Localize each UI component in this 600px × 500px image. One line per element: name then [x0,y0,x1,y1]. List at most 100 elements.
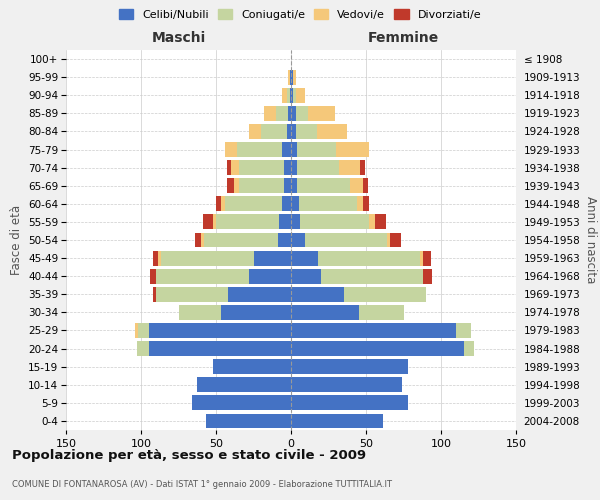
Bar [156,269,249,283]
Bar [153,250,157,266]
Bar [291,196,299,211]
Bar [343,287,426,302]
Text: Maschi: Maschi [151,30,206,44]
Bar [287,88,290,102]
Bar [288,70,290,84]
Bar [228,287,291,302]
Bar [249,269,291,283]
Bar [293,88,296,102]
Legend: Celibi/Nubili, Coniugati/e, Vedovi/e, Divorziati/e: Celibi/Nubili, Coniugati/e, Vedovi/e, Di… [116,6,484,23]
Bar [264,106,276,121]
Bar [284,178,291,193]
Bar [291,70,293,84]
Bar [363,178,367,193]
Bar [375,214,386,230]
Bar [360,160,365,175]
Text: COMUNE DI FONTANAROSA (AV) - Dati ISTAT 1° gennaio 2009 - Elaborazione TUTTITALI: COMUNE DI FONTANAROSA (AV) - Dati ISTAT … [12,480,392,489]
Bar [137,341,149,356]
Text: Popolazione per età, sesso e stato civile - 2009: Popolazione per età, sesso e stato civil… [12,450,366,462]
Bar [387,232,390,248]
Bar [321,269,423,283]
Bar [225,196,282,211]
Bar [192,396,291,410]
Bar [197,378,291,392]
Bar [156,287,228,302]
Bar [282,142,291,157]
Bar [291,323,456,338]
Bar [205,414,291,428]
Bar [239,160,284,175]
Bar [221,196,225,211]
Bar [291,160,297,175]
Bar [287,124,291,139]
Bar [291,250,318,266]
Bar [297,160,339,175]
Bar [216,196,221,211]
Bar [234,178,239,193]
Bar [201,232,204,248]
Bar [359,305,404,320]
Bar [276,106,288,121]
Bar [291,106,296,121]
Bar [293,70,296,84]
Bar [296,106,308,121]
Bar [363,196,369,211]
Bar [291,305,359,320]
Bar [213,214,216,230]
Bar [153,287,156,302]
Bar [464,341,474,356]
Bar [456,323,471,338]
Bar [288,106,291,121]
Bar [216,214,279,230]
Bar [318,250,420,266]
Bar [161,250,254,266]
Bar [291,359,408,374]
Bar [138,323,149,338]
Bar [336,142,369,157]
Bar [349,178,363,193]
Bar [390,232,401,248]
Bar [297,178,349,193]
Bar [420,250,423,266]
Bar [135,323,138,338]
Bar [357,196,363,211]
Bar [149,341,291,356]
Bar [221,305,291,320]
Bar [291,414,383,428]
Bar [195,232,201,248]
Bar [308,106,335,121]
Bar [277,232,291,248]
Bar [291,88,293,102]
Bar [300,214,369,230]
Bar [179,305,221,320]
Bar [339,160,360,175]
Bar [157,250,161,266]
Bar [291,378,402,392]
Bar [249,124,261,139]
Bar [282,196,291,211]
Bar [204,232,277,248]
Bar [254,250,291,266]
Bar [213,359,291,374]
Bar [296,88,305,102]
Bar [291,341,464,356]
Bar [291,214,300,230]
Bar [291,124,296,139]
Bar [291,178,297,193]
Bar [227,160,231,175]
Bar [261,124,287,139]
Text: Femmine: Femmine [368,30,439,44]
Bar [297,142,336,157]
Bar [317,124,347,139]
Bar [423,269,432,283]
Bar [282,88,287,102]
Bar [291,396,408,410]
Bar [290,88,291,102]
Bar [203,214,213,230]
Bar [369,214,375,230]
Bar [423,250,431,266]
Bar [291,269,321,283]
Bar [239,178,284,193]
Bar [290,70,291,84]
Bar [305,232,387,248]
